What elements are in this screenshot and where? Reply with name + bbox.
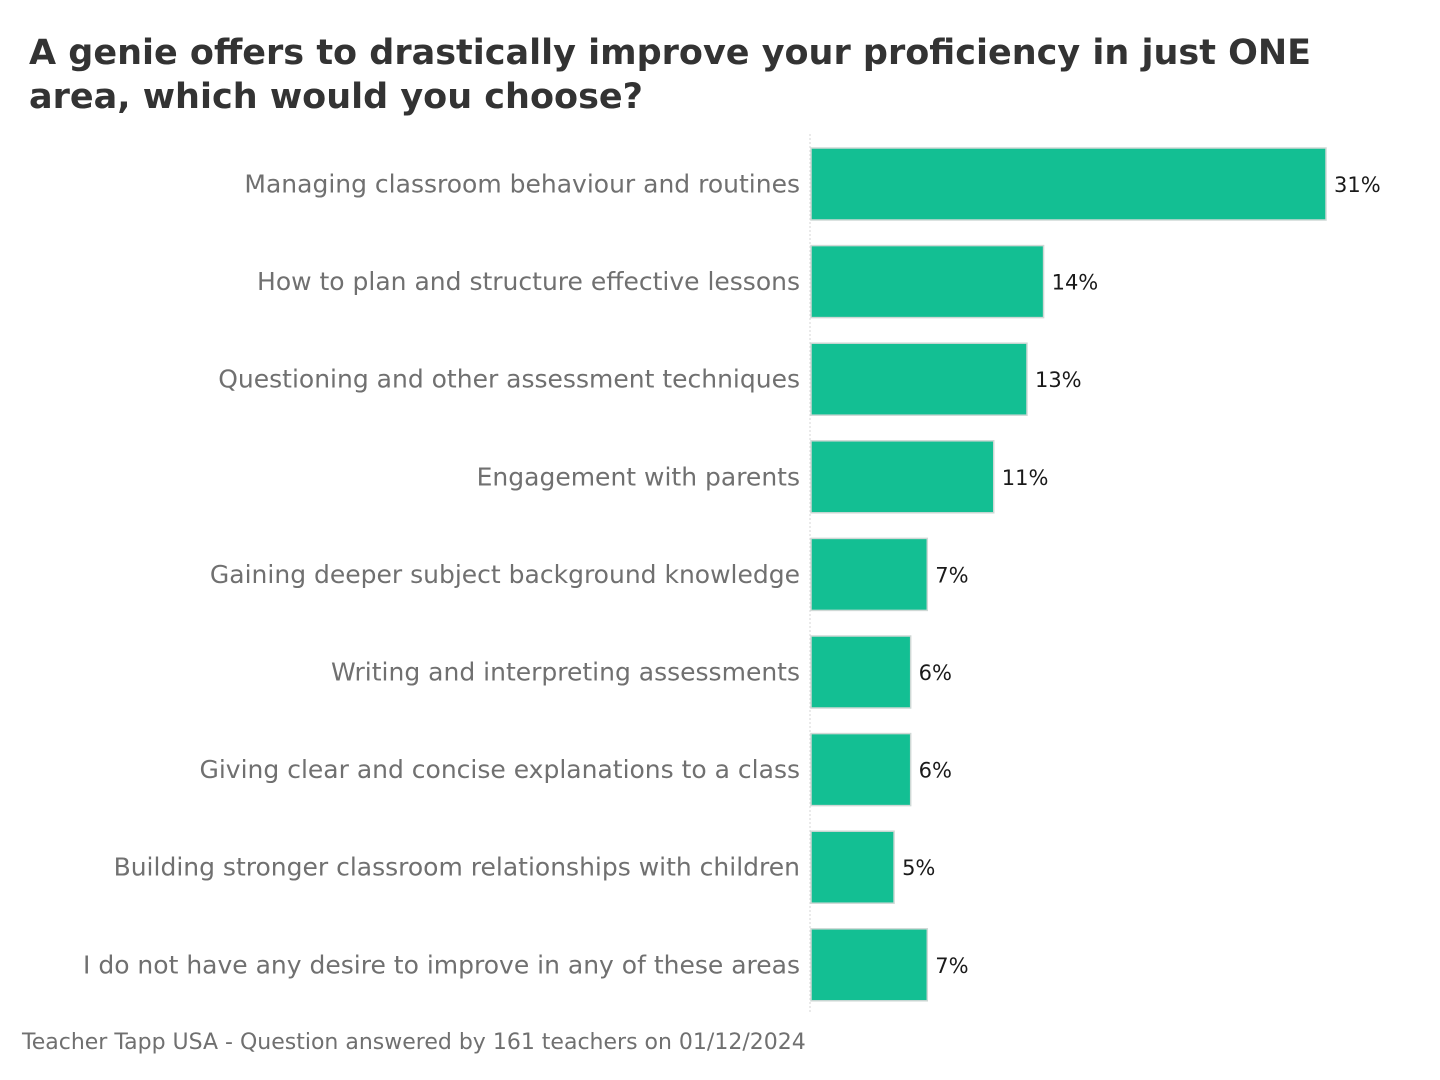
value-labels: 31% 14% 13% 11% 7% 6% 6% 5% 7% <box>902 173 1381 978</box>
category-label: How to plan and structure effective less… <box>257 267 800 296</box>
category-label: Questioning and other assessment techniq… <box>218 365 800 394</box>
value-label: 11% <box>1002 466 1049 490</box>
category-label: Gaining deeper subject background knowle… <box>210 560 800 589</box>
value-label: 6% <box>919 661 952 685</box>
bar <box>810 537 929 612</box>
bar <box>810 635 912 709</box>
value-label: 6% <box>919 759 952 783</box>
bar <box>810 928 929 1002</box>
category-label: Building stronger classroom relationship… <box>114 853 800 882</box>
category-labels: Managing classroom behaviour and routine… <box>83 170 800 980</box>
bar <box>810 830 895 904</box>
category-label: Writing and interpreting assessments <box>331 658 800 687</box>
bar <box>810 440 995 514</box>
value-label: 7% <box>935 563 968 587</box>
category-label: Managing classroom behaviour and routine… <box>244 170 800 199</box>
value-label: 31% <box>1334 173 1381 197</box>
category-label: Giving clear and concise explanations to… <box>199 755 800 784</box>
value-label: 5% <box>902 856 935 880</box>
source-footnote: Teacher Tapp USA - Question answered by … <box>22 1030 806 1055</box>
bar <box>810 732 912 807</box>
category-label: I do not have any desire to improve in a… <box>83 950 800 979</box>
bar <box>810 342 1028 416</box>
value-label: 13% <box>1035 368 1082 392</box>
value-label: 7% <box>935 954 968 978</box>
bar <box>810 147 1327 221</box>
bars-layer <box>810 147 1327 1002</box>
value-label: 14% <box>1052 271 1099 295</box>
bar <box>810 244 1045 319</box>
chart-title: A genie offers to drastically improve yo… <box>29 33 1312 117</box>
category-label: Engagement with parents <box>477 462 800 491</box>
